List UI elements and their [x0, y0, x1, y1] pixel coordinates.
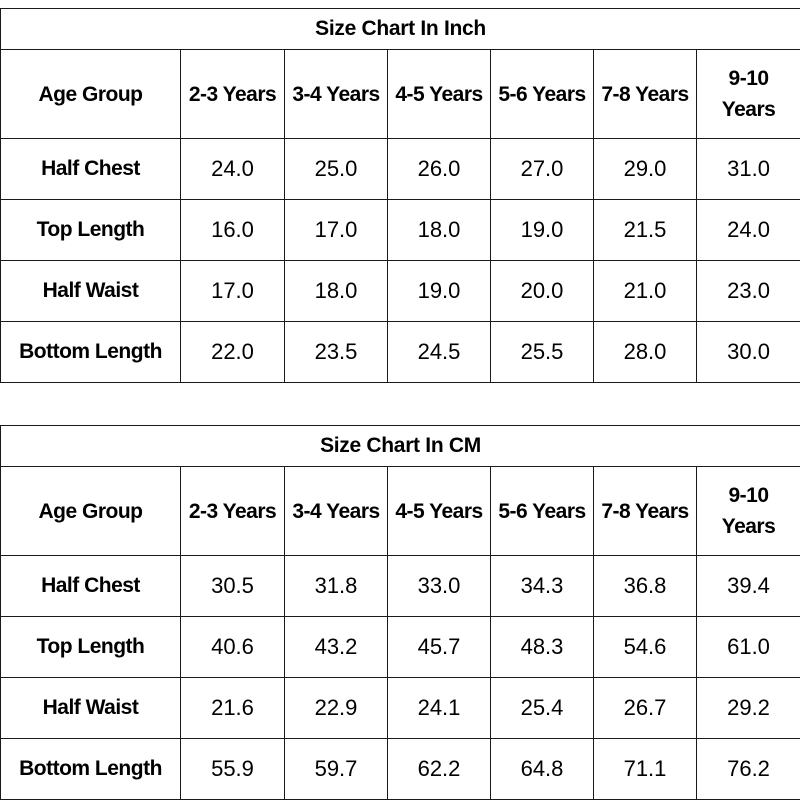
value-cell: 54.6 [593, 616, 697, 678]
row-label: Bottom Length [0, 738, 181, 800]
value-cell: 26.0 [387, 138, 491, 200]
value-cell: 23.0 [695, 260, 800, 322]
value-cell: 20.0 [490, 260, 594, 322]
column-header-text: 9-10 Years [721, 484, 776, 538]
header-row: Age Group 2-3 Years 3-4 Years 4-5 Years … [0, 466, 800, 556]
value-cell: 24.0 [695, 199, 800, 261]
column-header: 4-5 Years [387, 466, 491, 556]
table-row: Bottom Length 22.0 23.5 24.5 25.5 28.0 3… [0, 321, 800, 383]
value-cell: 26.7 [593, 677, 697, 739]
row-label: Top Length [0, 199, 181, 261]
row-label: Half Waist [0, 260, 181, 322]
value-cell: 39.4 [695, 555, 800, 617]
age-group-header: Age Group [0, 466, 181, 556]
row-label: Bottom Length [0, 321, 181, 383]
value-cell: 29.2 [695, 677, 800, 739]
size-chart-cm-table: Size Chart In CM Age Group 2-3 Years 3-4… [0, 425, 800, 800]
header-row: Age Group 2-3 Years 3-4 Years 4-5 Years … [0, 49, 800, 139]
value-cell: 21.0 [593, 260, 697, 322]
table-row: Top Length 40.6 43.2 45.7 48.3 54.6 61.0 [0, 616, 800, 678]
value-cell: 18.0 [387, 199, 491, 261]
value-cell: 28.0 [593, 321, 697, 383]
value-cell: 48.3 [490, 616, 594, 678]
row-label: Half Waist [0, 677, 181, 739]
table-row: Bottom Length 55.9 59.7 62.2 64.8 71.1 7… [0, 738, 800, 800]
value-cell: 25.0 [284, 138, 388, 200]
value-cell: 22.0 [180, 321, 285, 383]
table-title: Size Chart In Inch [0, 8, 800, 50]
value-cell: 21.5 [593, 199, 697, 261]
value-cell: 17.0 [180, 260, 285, 322]
value-cell: 61.0 [695, 616, 800, 678]
value-cell: 31.0 [695, 138, 800, 200]
value-cell: 33.0 [387, 555, 491, 617]
table-title-row: Size Chart In CM [0, 425, 800, 467]
column-header: 9-10 Years [695, 466, 800, 556]
value-cell: 64.8 [490, 738, 594, 800]
column-header: 3-4 Years [284, 466, 388, 556]
row-label: Top Length [0, 616, 181, 678]
table-title: Size Chart In CM [0, 425, 800, 467]
column-header: 3-4 Years [284, 49, 388, 139]
value-cell: 19.0 [387, 260, 491, 322]
size-chart-inch-table: Size Chart In Inch Age Group 2-3 Years 3… [0, 8, 800, 383]
value-cell: 18.0 [284, 260, 388, 322]
value-cell: 45.7 [387, 616, 491, 678]
value-cell: 36.8 [593, 555, 697, 617]
value-cell: 17.0 [284, 199, 388, 261]
table-row: Half Waist 21.6 22.9 24.1 25.4 26.7 29.2 [0, 677, 800, 739]
table-row: Half Waist 17.0 18.0 19.0 20.0 21.0 23.0 [0, 260, 800, 322]
column-header: 5-6 Years [490, 466, 594, 556]
column-header: 4-5 Years [387, 49, 491, 139]
value-cell: 22.9 [284, 677, 388, 739]
table-row: Top Length 16.0 17.0 18.0 19.0 21.5 24.0 [0, 199, 800, 261]
column-header: 2-3 Years [180, 49, 285, 139]
row-label: Half Chest [0, 555, 181, 617]
value-cell: 16.0 [180, 199, 285, 261]
table-gap [0, 383, 800, 425]
table-row: Half Chest 30.5 31.8 33.0 34.3 36.8 39.4 [0, 555, 800, 617]
value-cell: 25.4 [490, 677, 594, 739]
value-cell: 55.9 [180, 738, 285, 800]
value-cell: 23.5 [284, 321, 388, 383]
column-header: 9-10 Years [695, 49, 800, 139]
value-cell: 30.5 [180, 555, 285, 617]
value-cell: 30.0 [695, 321, 800, 383]
table-row: Half Chest 24.0 25.0 26.0 27.0 29.0 31.0 [0, 138, 800, 200]
value-cell: 76.2 [695, 738, 800, 800]
value-cell: 21.6 [180, 677, 285, 739]
value-cell: 43.2 [284, 616, 388, 678]
column-header: 2-3 Years [180, 466, 285, 556]
value-cell: 24.0 [180, 138, 285, 200]
value-cell: 29.0 [593, 138, 697, 200]
value-cell: 62.2 [387, 738, 491, 800]
value-cell: 24.5 [387, 321, 491, 383]
table-title-row: Size Chart In Inch [0, 8, 800, 50]
column-header: 7-8 Years [593, 49, 697, 139]
value-cell: 25.5 [490, 321, 594, 383]
value-cell: 24.1 [387, 677, 491, 739]
value-cell: 34.3 [490, 555, 594, 617]
column-header: 7-8 Years [593, 466, 697, 556]
value-cell: 59.7 [284, 738, 388, 800]
column-header-text: 9-10 Years [721, 67, 776, 121]
value-cell: 71.1 [593, 738, 697, 800]
age-group-header: Age Group [0, 49, 181, 139]
value-cell: 40.6 [180, 616, 285, 678]
value-cell: 19.0 [490, 199, 594, 261]
row-label: Half Chest [0, 138, 181, 200]
value-cell: 31.8 [284, 555, 388, 617]
value-cell: 27.0 [490, 138, 594, 200]
column-header: 5-6 Years [490, 49, 594, 139]
